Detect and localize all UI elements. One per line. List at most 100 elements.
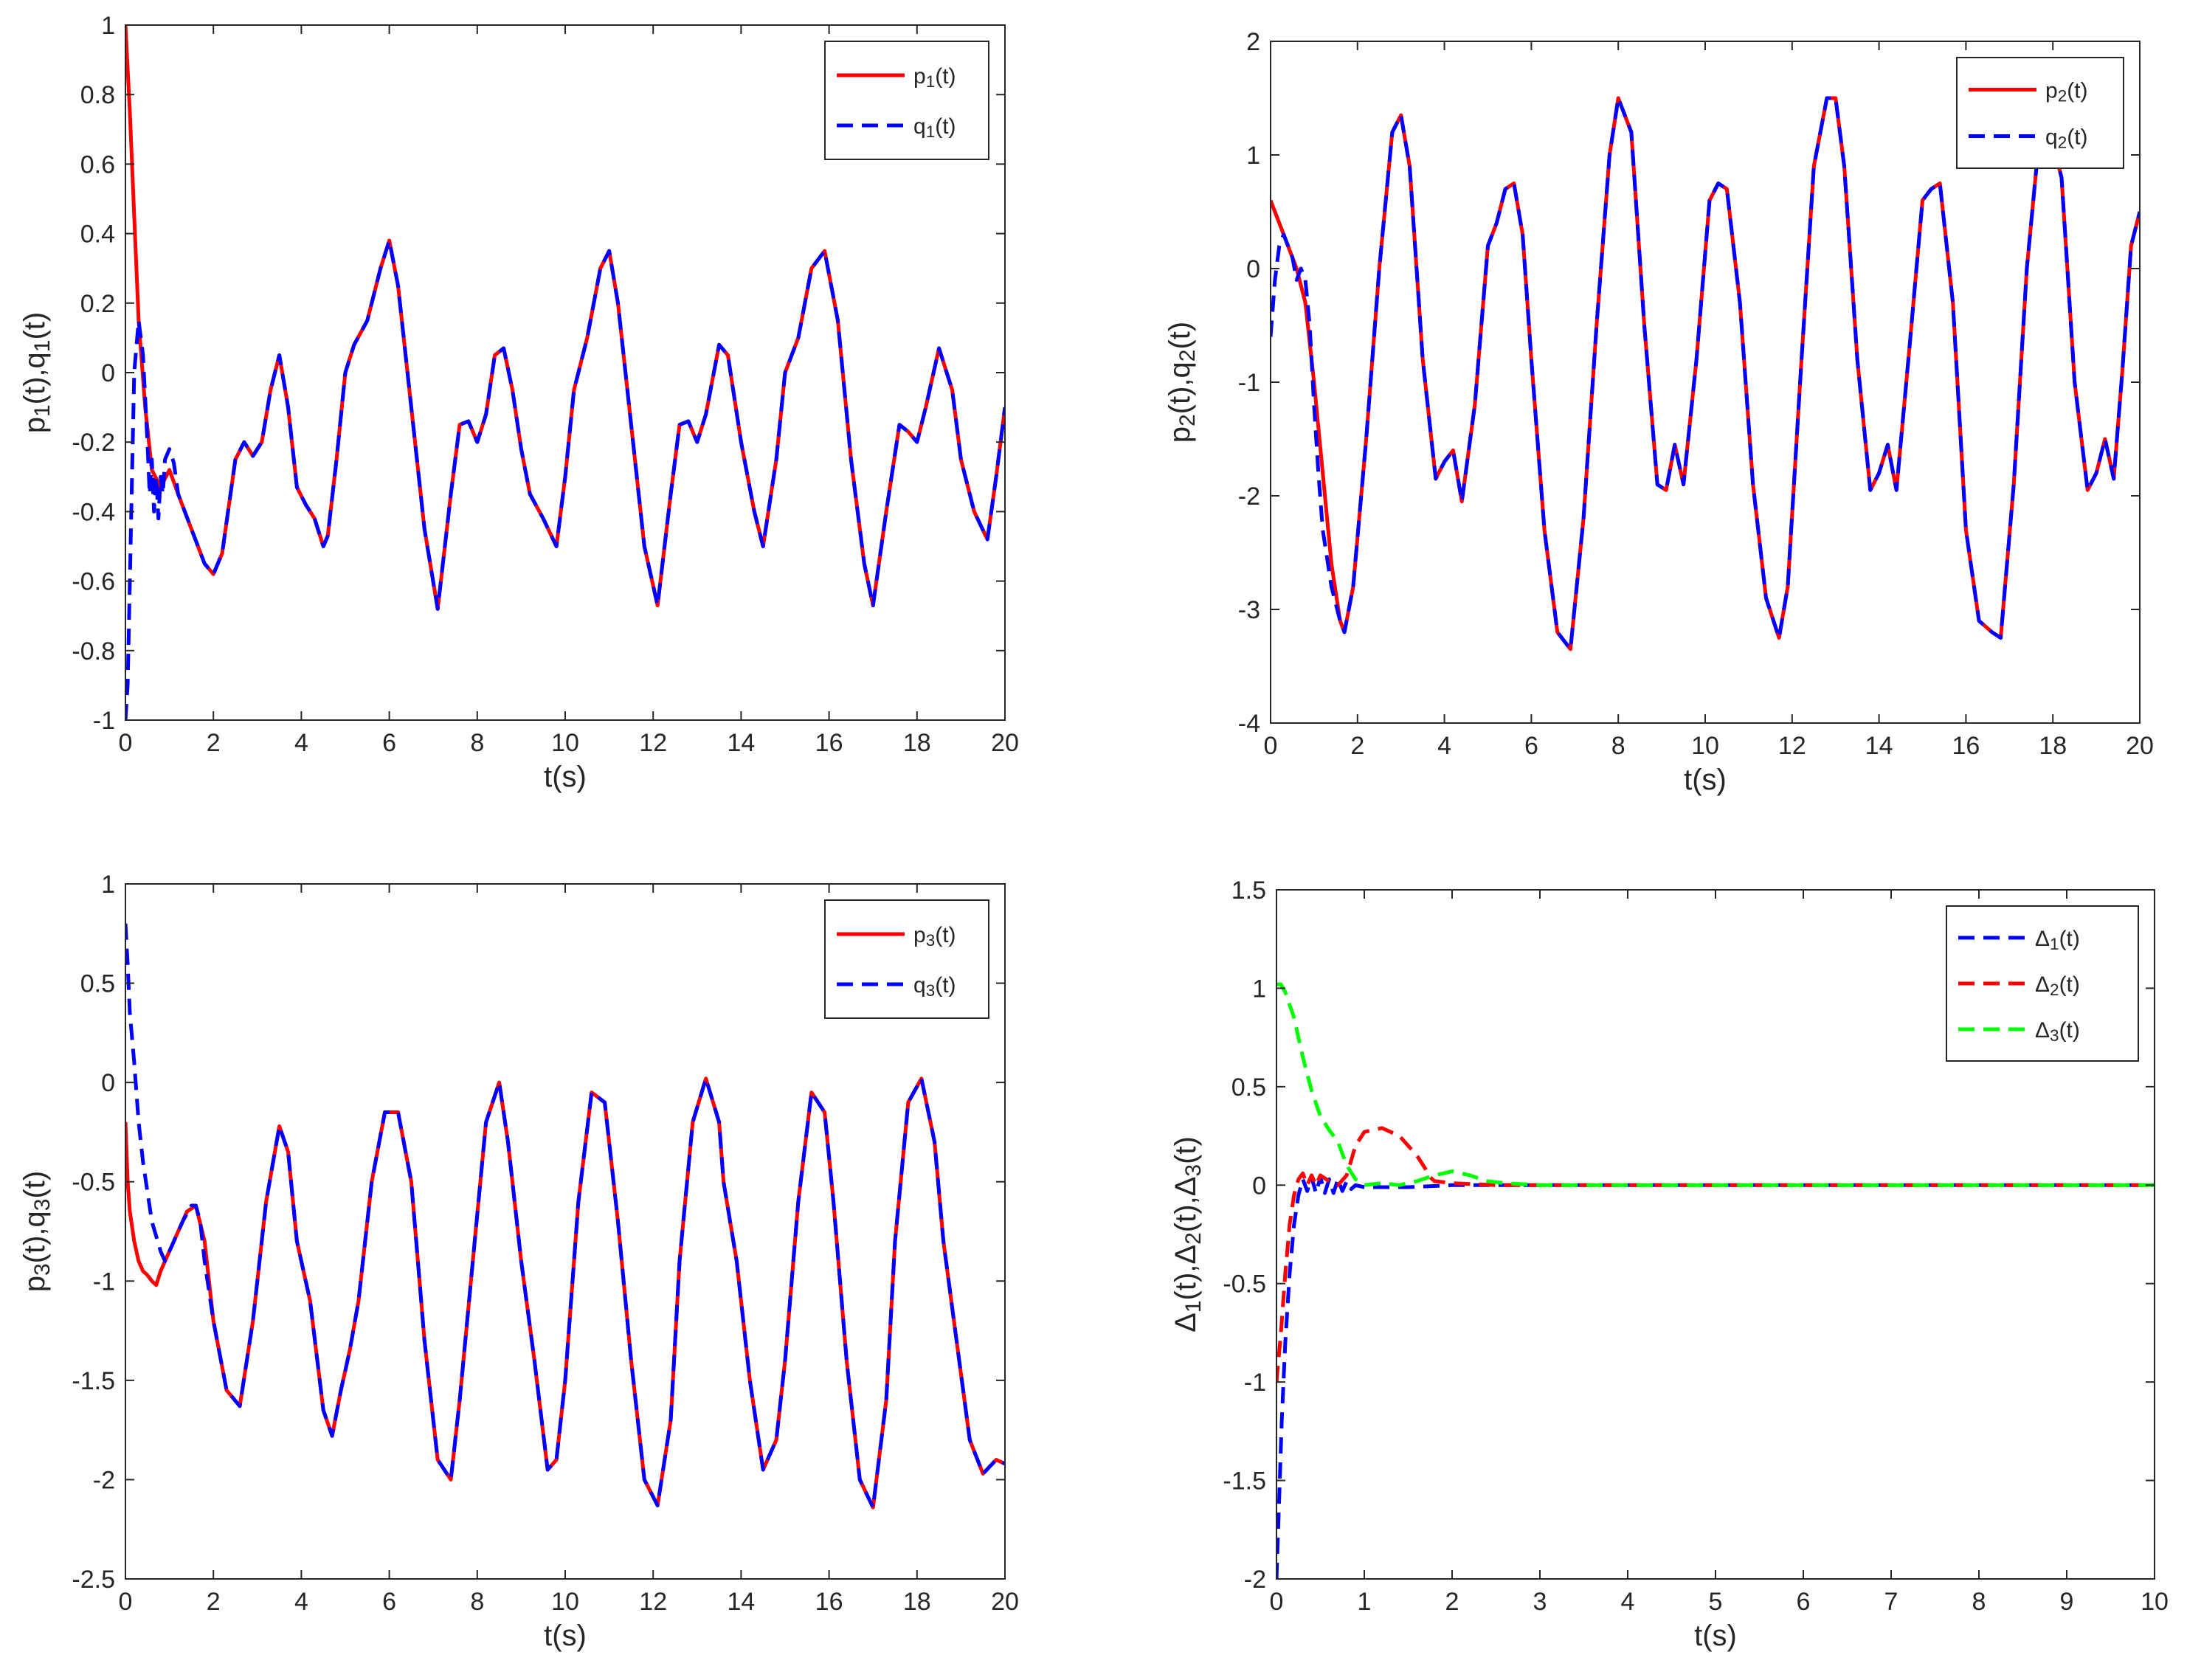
legend: Δ1(t) Δ2(t) Δ3(t) <box>1946 905 2139 1062</box>
y-tick-label: -1.5 <box>72 1367 115 1395</box>
y-tick-label: -0.2 <box>72 429 115 457</box>
series-group <box>1271 96 2140 651</box>
series-line-2 <box>125 238 1005 720</box>
x-tick-label: 14 <box>727 1588 755 1616</box>
x-tick-label: 8 <box>1972 1588 1986 1616</box>
x-tick-label: 10 <box>2141 1588 2169 1616</box>
legend-box <box>1956 57 2124 169</box>
y-tick-label: -0.6 <box>72 568 115 596</box>
x-tick-label: 10 <box>551 1588 579 1616</box>
x-tick-label: 14 <box>727 729 755 757</box>
legend-label: q3(t) <box>913 973 956 1000</box>
x-tick-label: 2 <box>207 1588 221 1616</box>
y-tick-label: -2 <box>1238 483 1260 511</box>
x-tick-label: 7 <box>1884 1588 1898 1616</box>
x-tick-label: 9 <box>2060 1588 2074 1616</box>
x-tick-label: 6 <box>382 729 396 757</box>
x-tick-label: 20 <box>991 729 1019 757</box>
x-tick-label: 12 <box>639 1588 667 1616</box>
chart-panel-4: 0 1 2 3 4 5 6 7 8 9 10 -2 -1.5 -1 -0.5 0 0.5 1 1.5 t(s) Δ1(t… <box>1169 877 2169 1652</box>
series-line-2 <box>1276 1126 2155 1383</box>
y-tick-label: -2.5 <box>72 1566 115 1594</box>
y-tick-label: -0.5 <box>72 1169 115 1197</box>
legend-label: Δ3(t) <box>2035 1018 2080 1045</box>
legend: p1(t) q1(t) <box>824 41 989 160</box>
x-tick-label: 3 <box>1533 1588 1547 1616</box>
x-tick-label: 0 <box>1270 1588 1284 1616</box>
x-tick-label: 20 <box>991 1588 1019 1616</box>
x-tick-label: 6 <box>382 1588 396 1616</box>
y-tick-label: 0 <box>101 1069 115 1097</box>
x-tick-label: 0 <box>1264 732 1278 760</box>
y-tick-label: 1 <box>1246 142 1260 170</box>
x-tick-label: 4 <box>294 729 308 757</box>
series-group <box>1276 982 2155 1579</box>
series-line-1 <box>1276 1175 2155 1579</box>
y-tick-label: 0.8 <box>80 81 115 109</box>
x-tick-label: 18 <box>903 729 931 757</box>
x-tick-label: 6 <box>1797 1588 1811 1616</box>
legend: p2(t) q2(t) <box>1956 57 2124 169</box>
x-tick-label: 0 <box>119 1588 133 1616</box>
x-tick-label: 18 <box>903 1588 931 1616</box>
y-tick-label: 0 <box>1252 1172 1266 1200</box>
legend: p3(t) q3(t) <box>824 899 989 1019</box>
y-axis-label: p2(t),q2(t) <box>1164 322 1200 443</box>
y-tick-label: -2 <box>1244 1566 1266 1594</box>
legend-label: p1(t) <box>913 64 956 91</box>
x-tick-label: 2 <box>1445 1588 1459 1616</box>
x-tick-label: 2 <box>207 729 221 757</box>
x-axis-label: t(s) <box>1684 764 1727 796</box>
y-tick-label: 1.5 <box>1231 877 1266 905</box>
y-tick-label: 2 <box>1246 28 1260 56</box>
y-tick-label: 0 <box>101 359 115 387</box>
y-tick-label: -1.5 <box>1223 1468 1266 1496</box>
legend-label: Δ1(t) <box>2035 927 2080 953</box>
y-tick-label: 1 <box>1252 975 1266 1003</box>
x-tick-label: 8 <box>470 729 484 757</box>
x-tick-label: 16 <box>815 1588 843 1616</box>
x-tick-label: 16 <box>815 729 843 757</box>
y-axis-label: p1(t),q1(t) <box>18 312 55 434</box>
y-tick-label: -3 <box>1238 596 1260 624</box>
y-tick-label: 1 <box>101 12 115 40</box>
x-axis-label: t(s) <box>544 1619 587 1652</box>
series-group <box>125 25 1005 720</box>
legend-label: q1(t) <box>913 114 956 141</box>
y-tick-label: -1 <box>93 1268 115 1296</box>
x-tick-label: 8 <box>1611 732 1625 760</box>
x-tick-label: 4 <box>1437 732 1451 760</box>
series-line-3 <box>1276 982 2155 1187</box>
x-tick-label: 16 <box>1952 732 1980 760</box>
legend-box <box>824 41 989 160</box>
legend-label: p3(t) <box>913 923 956 950</box>
y-tick-label: -1 <box>93 707 115 735</box>
x-tick-label: 4 <box>294 1588 308 1616</box>
chart-panel-1: 0 2 4 6 8 10 12 14 16 18 20 -1 -0.8 -0.6 -0.4 -0.2 0 0.2 0… <box>18 12 1019 793</box>
legend-label: Δ2(t) <box>2035 972 2080 999</box>
legend-label: q2(t) <box>2045 125 2088 152</box>
x-tick-label: 6 <box>1524 732 1538 760</box>
y-tick-label: 0.5 <box>1231 1074 1266 1102</box>
x-tick-label: 12 <box>1778 732 1806 760</box>
x-tick-label: 2 <box>1350 732 1364 760</box>
series-line-2 <box>125 923 1005 1510</box>
y-tick-label: 0.2 <box>80 290 115 318</box>
y-tick-label: -1 <box>1244 1369 1266 1397</box>
y-tick-label: 0.4 <box>80 221 115 249</box>
series-line-2 <box>1271 96 2140 651</box>
x-tick-label: 14 <box>1865 732 1893 760</box>
x-tick-label: 10 <box>1691 732 1719 760</box>
y-tick-label: -1 <box>1238 369 1260 397</box>
x-tick-label: 12 <box>639 729 667 757</box>
x-tick-label: 10 <box>551 729 579 757</box>
x-axis-label: t(s) <box>1694 1619 1737 1652</box>
y-axis-label: Δ1(t),Δ2(t),Δ3(t) <box>1169 1136 1206 1332</box>
chart-panel-2: 0 2 4 6 8 10 12 14 16 18 20-4-3-2-1012t(s)p2(t),q2… <box>1164 28 2154 796</box>
y-tick-label: -0.8 <box>72 637 115 666</box>
y-tick-label: -4 <box>1238 710 1260 738</box>
series-group <box>125 923 1005 1510</box>
y-tick-label: -0.5 <box>1223 1271 1266 1299</box>
x-tick-label: 20 <box>2126 732 2154 760</box>
